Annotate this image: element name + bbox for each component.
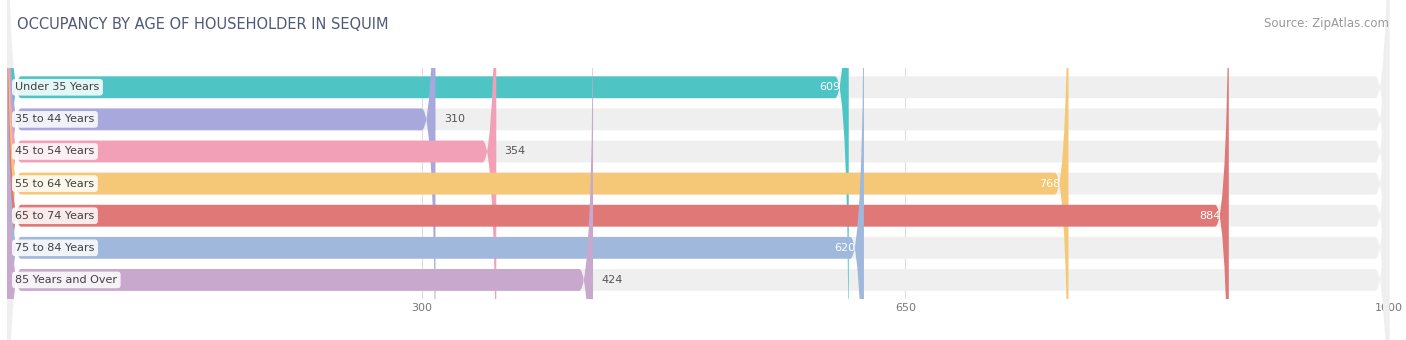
Text: 310: 310	[444, 114, 465, 124]
FancyBboxPatch shape	[7, 0, 1389, 340]
FancyBboxPatch shape	[7, 0, 436, 340]
Text: 768: 768	[1039, 178, 1060, 189]
Text: Under 35 Years: Under 35 Years	[15, 82, 100, 92]
Text: 884: 884	[1199, 211, 1220, 221]
FancyBboxPatch shape	[7, 0, 863, 340]
FancyBboxPatch shape	[7, 0, 1389, 340]
Text: 75 to 84 Years: 75 to 84 Years	[15, 243, 94, 253]
Text: 620: 620	[835, 243, 856, 253]
Text: 45 to 54 Years: 45 to 54 Years	[15, 147, 94, 156]
FancyBboxPatch shape	[7, 0, 1389, 340]
Text: 609: 609	[820, 82, 841, 92]
FancyBboxPatch shape	[7, 0, 849, 340]
Text: OCCUPANCY BY AGE OF HOUSEHOLDER IN SEQUIM: OCCUPANCY BY AGE OF HOUSEHOLDER IN SEQUI…	[17, 17, 388, 32]
Text: 35 to 44 Years: 35 to 44 Years	[15, 114, 94, 124]
Text: 354: 354	[505, 147, 526, 156]
FancyBboxPatch shape	[7, 0, 1389, 340]
Text: Source: ZipAtlas.com: Source: ZipAtlas.com	[1264, 17, 1389, 30]
FancyBboxPatch shape	[7, 0, 496, 340]
FancyBboxPatch shape	[7, 0, 1389, 340]
Text: 65 to 74 Years: 65 to 74 Years	[15, 211, 94, 221]
Text: 85 Years and Over: 85 Years and Over	[15, 275, 117, 285]
FancyBboxPatch shape	[7, 0, 1069, 340]
FancyBboxPatch shape	[7, 0, 1229, 340]
Text: 55 to 64 Years: 55 to 64 Years	[15, 178, 94, 189]
FancyBboxPatch shape	[7, 0, 593, 340]
Text: 424: 424	[602, 275, 623, 285]
FancyBboxPatch shape	[7, 0, 1389, 340]
FancyBboxPatch shape	[7, 0, 1389, 340]
